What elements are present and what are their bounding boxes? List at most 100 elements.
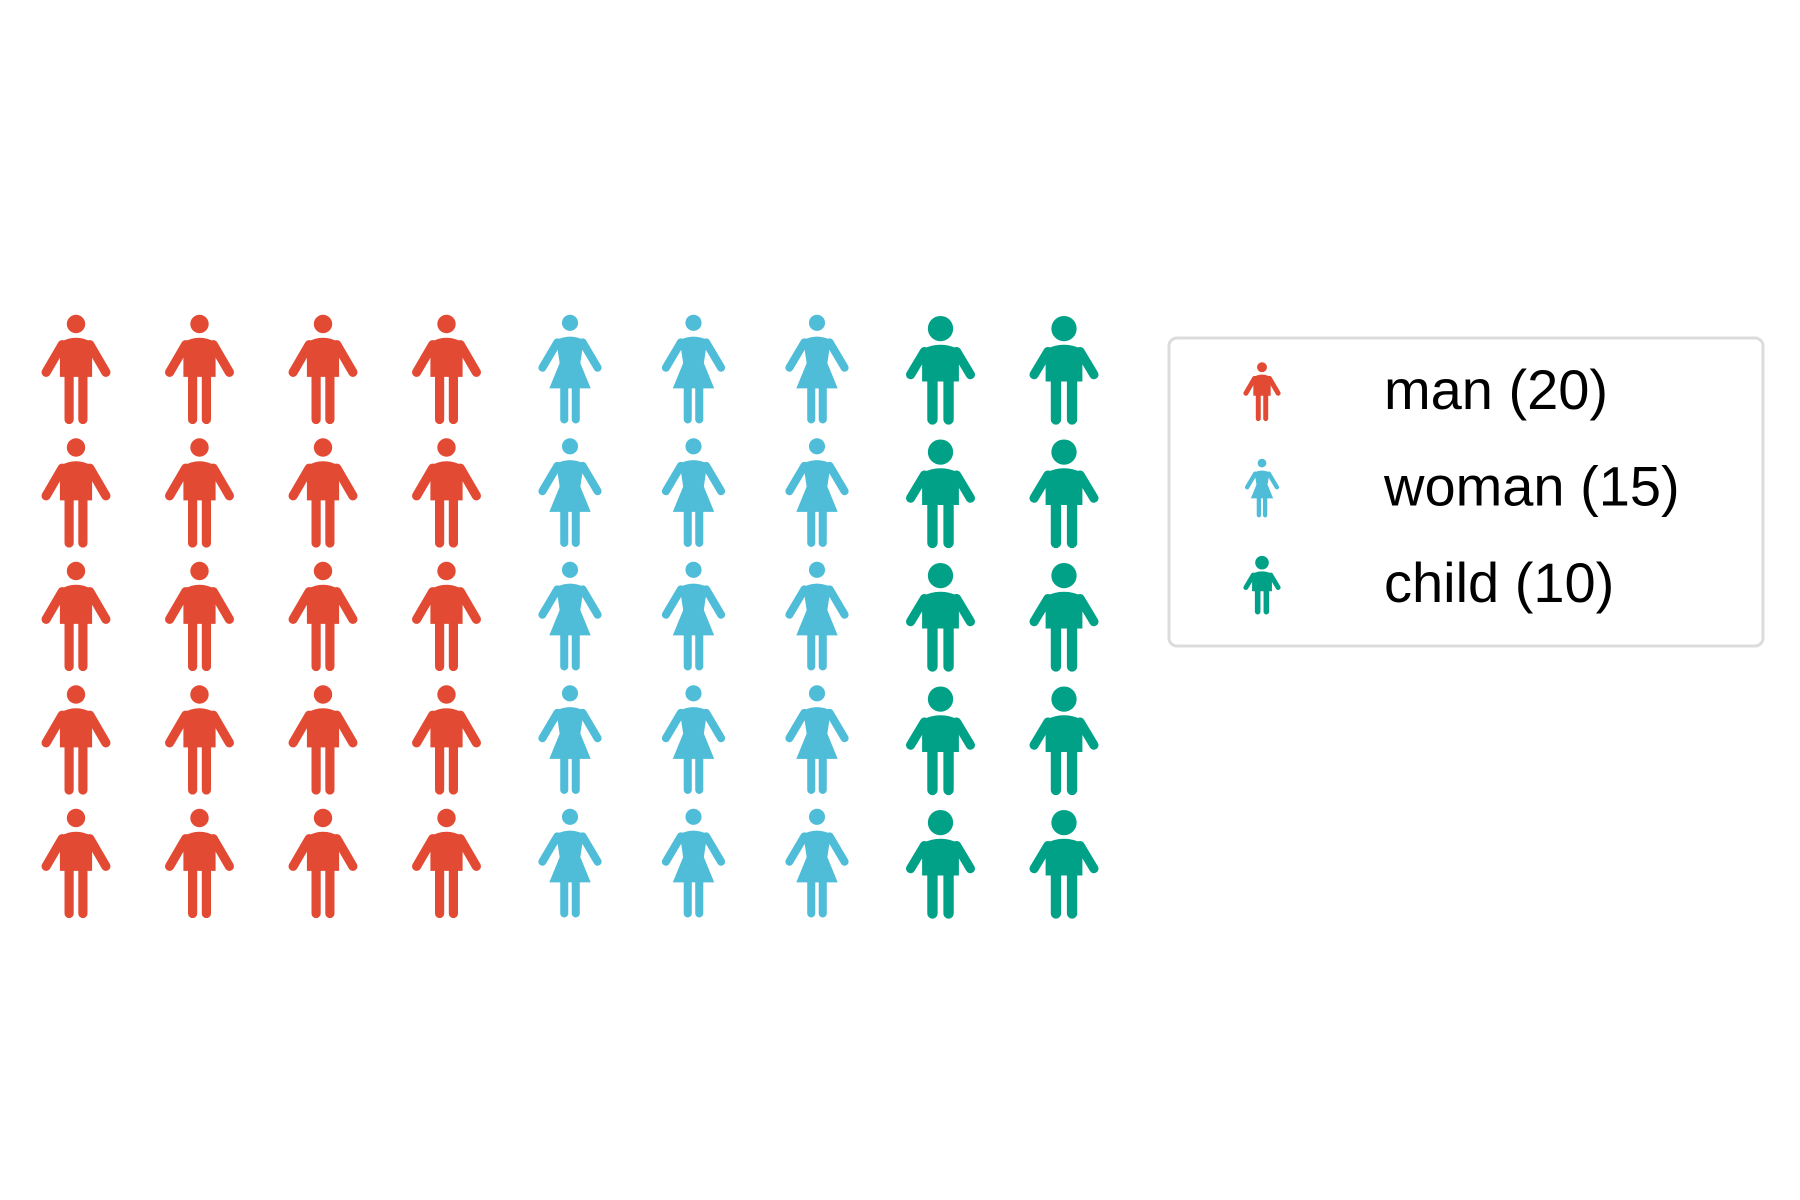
legs: [188, 493, 211, 548]
arms: [785, 708, 849, 743]
arms: [785, 461, 849, 496]
arms: [661, 461, 726, 496]
torso: [430, 461, 463, 501]
legs: [927, 374, 954, 425]
legs: [435, 617, 458, 672]
legs: [560, 382, 580, 424]
legs: [1050, 374, 1078, 425]
head: [685, 314, 702, 331]
head: [561, 561, 579, 578]
arms: [906, 841, 975, 874]
person-icon: [288, 314, 358, 425]
person-icon: [1029, 809, 1099, 919]
arms: [785, 585, 849, 619]
legs: [1050, 744, 1078, 796]
arms: [288, 834, 358, 871]
torso: [1252, 571, 1272, 592]
head: [1051, 562, 1077, 589]
person-icon: [1029, 562, 1099, 672]
torso: [1045, 468, 1083, 505]
legs: [807, 505, 827, 547]
person-icon: [412, 314, 481, 425]
legs: [188, 864, 211, 919]
person-icon: [661, 314, 726, 424]
legs: [1050, 621, 1078, 672]
head: [1051, 315, 1077, 342]
legs: [683, 629, 704, 671]
arms: [412, 463, 481, 501]
arms: [165, 710, 234, 748]
legs: [64, 493, 88, 548]
head: [808, 314, 826, 331]
torso: [430, 584, 463, 624]
head: [437, 438, 456, 457]
torso: [922, 344, 959, 382]
arms: [412, 710, 481, 748]
arms: [906, 347, 975, 380]
arms: [165, 340, 234, 377]
arms: [165, 463, 234, 501]
arms: [661, 338, 726, 372]
legs: [64, 740, 88, 795]
head: [66, 685, 86, 704]
arms: [538, 832, 602, 866]
dress: [672, 336, 715, 389]
head: [927, 686, 954, 712]
head: [808, 685, 826, 702]
legs: [927, 497, 954, 549]
dress: [796, 583, 838, 636]
torso: [922, 838, 959, 876]
person-icon: [165, 685, 234, 795]
legs: [1254, 587, 1270, 615]
arms: [1029, 841, 1099, 874]
arms: [288, 463, 358, 501]
head: [190, 438, 209, 457]
legend-label: child (10): [1384, 551, 1614, 614]
legs: [188, 740, 211, 795]
person-icon: [538, 808, 602, 918]
legs: [64, 370, 88, 425]
head: [1051, 809, 1077, 836]
torso: [59, 461, 93, 501]
person-icon: [785, 561, 849, 671]
legs: [311, 493, 335, 548]
legs: [807, 382, 827, 424]
legs: [807, 629, 827, 671]
person-icon: [165, 808, 234, 919]
torso: [430, 337, 463, 377]
legend-icon: [1243, 555, 1281, 615]
arms: [906, 717, 975, 750]
torso: [1253, 374, 1271, 396]
head: [66, 438, 86, 457]
arms: [1029, 717, 1099, 750]
person-icon: [41, 685, 111, 795]
head: [313, 685, 333, 704]
head: [561, 808, 579, 825]
dress: [549, 707, 591, 759]
torso: [1045, 591, 1083, 629]
person-icon: [906, 809, 975, 919]
person-icon: [906, 439, 975, 549]
torso: [59, 708, 93, 748]
legend-label: woman (15): [1383, 454, 1680, 517]
arms: [906, 594, 975, 627]
dress: [1250, 470, 1274, 499]
head: [685, 685, 702, 702]
dress: [549, 336, 591, 389]
head: [313, 561, 333, 581]
legend-box: [1167, 336, 1765, 648]
dress: [796, 336, 838, 389]
torso: [1045, 344, 1083, 382]
legend-icon: [1243, 362, 1281, 422]
arms: [1243, 375, 1281, 396]
head: [561, 314, 579, 331]
person-icon: [412, 808, 481, 919]
legs: [1256, 495, 1268, 518]
person-icon: [412, 438, 481, 548]
person-icon: [538, 314, 602, 424]
arms: [661, 832, 726, 866]
legs: [435, 493, 458, 548]
torso: [306, 584, 340, 624]
arms: [1029, 347, 1099, 380]
person-icon: [661, 438, 726, 547]
